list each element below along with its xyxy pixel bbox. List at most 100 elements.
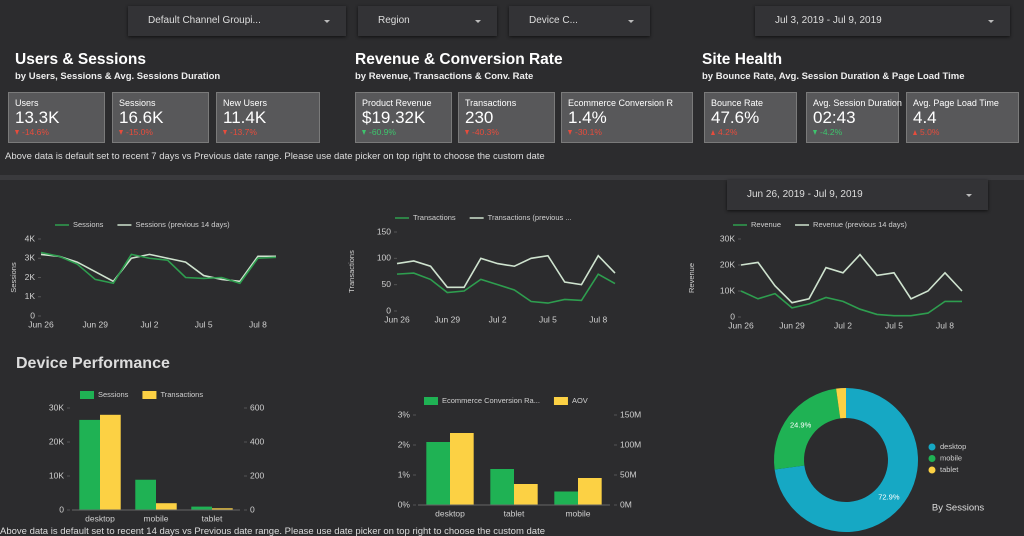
legend-swatch — [142, 391, 157, 399]
y-tick-label: 100 — [377, 253, 391, 263]
trend-arrow — [913, 130, 917, 136]
x-tick-label: Jul 2 — [140, 319, 158, 329]
scorecard-label: New Users — [223, 98, 268, 108]
scorecard: Users 13.3K -14.6% — [8, 92, 105, 143]
y-tick-label: 50M — [620, 469, 637, 479]
legend-label: Sessions (previous 14 days) — [135, 220, 230, 229]
trend-arrow — [223, 130, 227, 136]
line-series — [740, 290, 962, 317]
line-series — [40, 251, 277, 285]
separator — [0, 175, 1024, 180]
scorecard-value: 13.3K — [15, 108, 60, 127]
donut-slice — [774, 388, 841, 470]
delta-value: -14.6% — [22, 127, 49, 137]
delta-value: -40.3% — [472, 127, 499, 137]
scorecard: Sessions 16.6K -15.0% — [112, 92, 209, 143]
scorecard: Transactions 230 -40.3% — [458, 92, 555, 143]
device-title: Device Performance — [16, 355, 170, 372]
scorecard-delta: 5.0% — [913, 127, 939, 137]
line-series — [40, 253, 276, 283]
legend-label: Ecommerce Conversion Ra... — [442, 396, 540, 405]
delta-value: 4.2% — [718, 127, 738, 137]
legend-swatch — [928, 455, 936, 462]
trend-arrow — [568, 130, 572, 136]
x-tick-label: Jul 2 — [834, 320, 852, 330]
y-tick-label: 0 — [59, 504, 64, 514]
scorecard: Bounce Rate 47.6% 4.2% — [704, 92, 797, 143]
scorecard-value: 1.4% — [568, 108, 607, 127]
y-tick-label: 400 — [250, 436, 264, 446]
legend-label: Revenue — [751, 220, 781, 229]
scorecard-value: 4.4 — [913, 108, 937, 127]
delta-value: 5.0% — [920, 127, 940, 137]
scorecard-label: Sessions — [119, 98, 156, 108]
filter-dropdown[interactable]: Region — [358, 6, 497, 36]
bar — [490, 469, 514, 505]
y-tick-label: 0 — [30, 310, 35, 320]
line-series — [396, 272, 616, 304]
legend-label: Sessions — [73, 220, 104, 229]
legend-label: Transactions (previous ... — [488, 213, 572, 222]
y-tick-label: 30K — [49, 402, 64, 412]
slice-label: 24.9% — [790, 420, 812, 429]
scorecard: Product Revenue $19.32K -60.9% — [355, 92, 452, 143]
x-tick-label: Jun 26 — [384, 314, 410, 324]
bar — [554, 491, 578, 505]
scorecard-value: $19.32K — [362, 108, 426, 127]
y-tick-label: 150M — [620, 409, 641, 419]
trend-arrow — [15, 130, 19, 136]
scorecard-delta: -14.6% — [15, 127, 49, 137]
trend-arrow — [362, 130, 366, 136]
x-tick-label: Jul 8 — [936, 320, 954, 330]
donut-slice — [836, 388, 846, 419]
scorecard-delta: -15.0% — [119, 127, 153, 137]
legend-swatch — [80, 391, 94, 399]
bar — [212, 508, 233, 510]
scorecard-value: 16.6K — [119, 108, 164, 127]
y-tick-label: 2% — [398, 439, 411, 449]
legend-label: mobile — [940, 453, 962, 462]
delta-value: -4.2% — [820, 127, 843, 137]
y-tick-label: 0 — [250, 504, 255, 514]
trend-arrow — [119, 130, 123, 136]
line-series — [396, 254, 616, 289]
x-tick-label: Jun 26 — [28, 319, 54, 329]
y-tick-label: 30K — [720, 233, 735, 243]
trend-arrow — [465, 130, 469, 136]
footer-note: Above data is default set to recent 14 d… — [0, 526, 545, 536]
scorecard-value: 230 — [465, 108, 494, 127]
y-tick-label: 3% — [398, 409, 411, 419]
y-tick-label: 0 — [386, 305, 391, 315]
y-tick-label: 0 — [730, 311, 735, 321]
chart-title: By Sessions — [932, 503, 985, 514]
scorecard-delta: 4.2% — [711, 127, 737, 137]
x-tick-label: Jul 5 — [195, 319, 213, 329]
scorecard-delta: -40.3% — [465, 127, 499, 137]
date-range-picker[interactable]: Jul 3, 2019 - Jul 9, 2019 — [755, 6, 1010, 36]
scorecard-label: Bounce Rate — [711, 98, 764, 108]
scorecard-label: Ecommerce Conversion R — [568, 98, 674, 108]
legend-swatch — [553, 397, 568, 405]
donut-slice — [774, 388, 919, 532]
date-range-picker[interactable]: Jun 26, 2019 - Jul 9, 2019 — [727, 180, 988, 210]
section-subtitle: by Bounce Rate, Avg. Session Duration & … — [702, 71, 965, 82]
scorecard-label: Users — [15, 98, 39, 108]
legend-swatch — [928, 443, 936, 451]
legend-label: Transactions — [160, 390, 203, 399]
scorecard: Ecommerce Conversion R 1.4% -30.1% — [561, 92, 693, 143]
y-tick-label: 50 — [382, 279, 392, 289]
scorecard: New Users 11.4K -13.7% — [216, 92, 320, 143]
bar — [450, 433, 474, 505]
x-tick-label: Jul 8 — [589, 314, 607, 324]
filter-dropdown[interactable]: Device C... — [509, 6, 650, 36]
bar — [156, 503, 177, 510]
y-tick-label: 0% — [398, 499, 411, 509]
scorecard-delta: -60.9% — [362, 127, 396, 137]
x-tick-label: desktop — [85, 513, 115, 523]
legend-label: AOV — [572, 396, 588, 405]
x-tick-label: Jun 29 — [435, 314, 461, 324]
filter-dropdown[interactable]: Default Channel Groupi... — [128, 6, 346, 36]
delta-value: -15.0% — [126, 127, 153, 137]
bar — [79, 419, 100, 510]
